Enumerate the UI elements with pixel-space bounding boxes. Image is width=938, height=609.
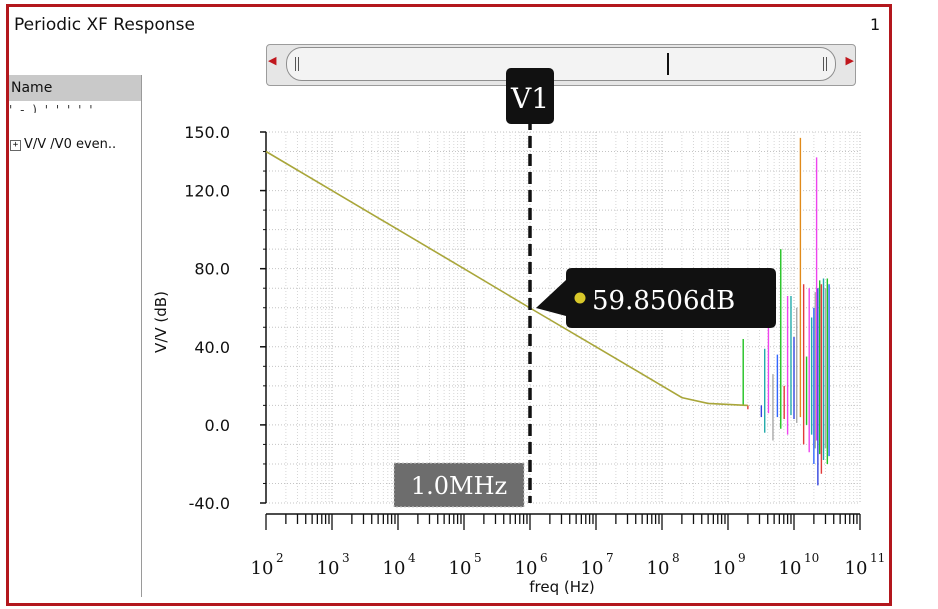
x-tick-label: 10 9 — [713, 551, 746, 579]
x-tick-base: 10 — [779, 558, 802, 579]
x-tick-base: 10 — [647, 558, 670, 579]
x-tick-base: 10 — [581, 558, 604, 579]
horizontal-scrollbar[interactable]: ◀ ▶ — [266, 44, 856, 86]
x-tick-exponent: 11 — [870, 551, 885, 565]
x-tick-label: 10 2 — [251, 551, 284, 579]
x-tick-base: 10 — [383, 558, 406, 579]
x-tick-label: 10 5 — [449, 551, 482, 579]
x-tick-exponent: 10 — [804, 551, 819, 565]
page-number: 1 — [870, 15, 881, 34]
x-tick-label: 10 7 — [581, 551, 614, 579]
x-tick-label: 10 8 — [647, 551, 680, 579]
tree-item-partial[interactable]: ' - ) ' ' ' ' ' — [9, 103, 95, 113]
x-tick-label: 10 10 — [779, 551, 820, 579]
trace-main — [265, 150, 748, 407]
x-tick-exponent: 3 — [342, 551, 350, 565]
x-axis-label: freq (Hz) — [529, 578, 595, 596]
x-tick-exponent: 5 — [474, 551, 482, 565]
y-tick-label: 120.0 — [184, 182, 230, 201]
tree-item-vv-even[interactable]: + V/V /V0 even.. — [10, 137, 116, 152]
grip-right-icon[interactable] — [823, 57, 827, 71]
trace-browser-panel: Name ' - ) ' ' ' ' ' + V/V /V0 even.. — [9, 75, 142, 597]
column-header-name[interactable]: Name — [9, 75, 141, 101]
x-tick-exponent: 2 — [276, 551, 284, 565]
marker-point-dot — [574, 292, 586, 304]
x-tick-exponent: 8 — [672, 551, 680, 565]
marker-flag[interactable] — [506, 68, 554, 124]
marker-name: V1 — [510, 82, 549, 115]
scrollbar-thumb[interactable] — [286, 47, 836, 81]
x-tick-base: 10 — [251, 558, 274, 579]
y-axis-label: V/V (dB) — [152, 291, 170, 353]
y-tick-label: 80.0 — [194, 260, 230, 279]
x-tick-label: 10 6 — [515, 551, 548, 579]
x-tick-exponent: 6 — [540, 551, 548, 565]
grip-left-icon[interactable] — [295, 57, 299, 71]
x-tick-label: 10 3 — [317, 551, 350, 579]
tree-item-label: V/V /V0 even.. — [24, 137, 117, 152]
x-tick-exponent: 4 — [408, 551, 416, 565]
x-tick-exponent: 9 — [738, 551, 746, 565]
x-tick-base: 10 — [317, 558, 340, 579]
triangle-right-icon[interactable]: ▶ — [845, 54, 854, 67]
y-tick-label: 150.0 — [184, 123, 230, 142]
marker-v1[interactable]: V1 1.0MHz 59.8506dB — [393, 68, 776, 508]
window-title: Periodic XF Response — [14, 15, 195, 35]
x-tick-label: 10 11 — [845, 551, 886, 579]
y-tick-label: 0.0 — [205, 416, 230, 435]
x-tick-base: 10 — [515, 558, 538, 579]
x-tick-base: 10 — [449, 558, 472, 579]
plus-box-icon[interactable]: + — [10, 140, 21, 151]
x-tick-base: 10 — [845, 558, 868, 579]
scroll-position-marker — [667, 53, 669, 75]
marker-x-label-chip — [393, 462, 525, 508]
x-tick-label: 10 4 — [383, 551, 416, 579]
y-tick-label: -40.0 — [189, 494, 230, 513]
traces — [265, 137, 830, 486]
y-tick-label: 40.0 — [194, 338, 230, 357]
x-tick-base: 10 — [713, 558, 736, 579]
marker-value-label: 59.8506dB — [592, 286, 735, 316]
marker-x-label: 1.0MHz — [411, 472, 507, 500]
x-tick-exponent: 7 — [606, 551, 614, 565]
marker-value-callout — [536, 268, 776, 329]
triangle-left-icon[interactable]: ◀ — [268, 54, 277, 67]
